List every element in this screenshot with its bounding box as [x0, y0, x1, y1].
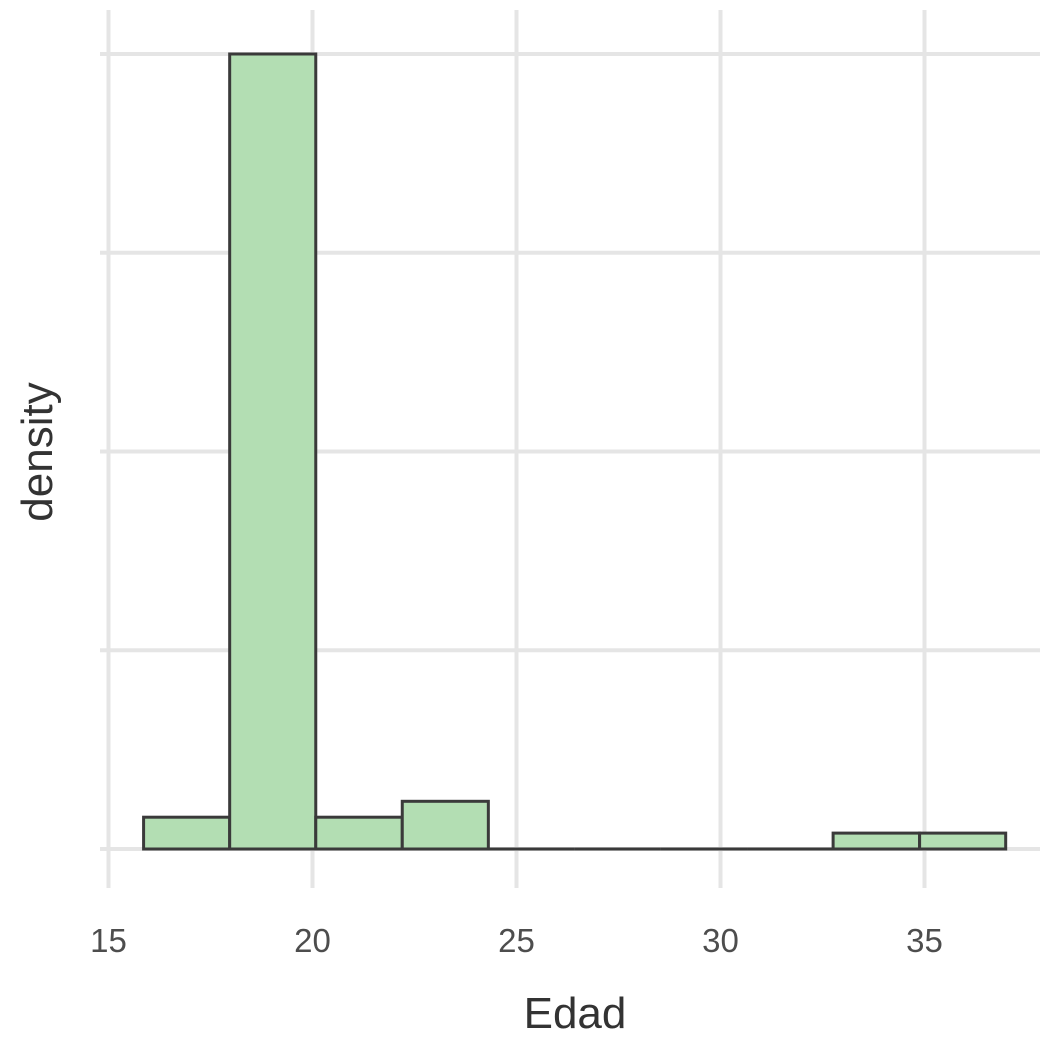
- x-tick-label: 35: [906, 922, 943, 959]
- histogram-bar: [142, 815, 232, 851]
- x-tick-labels: 15 20 25 30 35: [90, 922, 943, 959]
- histogram-bar: [228, 52, 318, 851]
- histogram-bar: [918, 831, 1008, 851]
- histogram-bar: [314, 815, 404, 851]
- x-tick-label: 25: [498, 922, 535, 959]
- x-axis-title: Edad: [524, 989, 627, 1038]
- y-axis-title: density: [13, 382, 62, 521]
- histogram-bar: [400, 799, 490, 851]
- x-tick-label: 15: [90, 922, 127, 959]
- histogram-bars: [142, 52, 1008, 851]
- histogram-bar: [831, 831, 922, 851]
- x-tick-label: 30: [702, 922, 739, 959]
- x-tick-label: 20: [294, 922, 331, 959]
